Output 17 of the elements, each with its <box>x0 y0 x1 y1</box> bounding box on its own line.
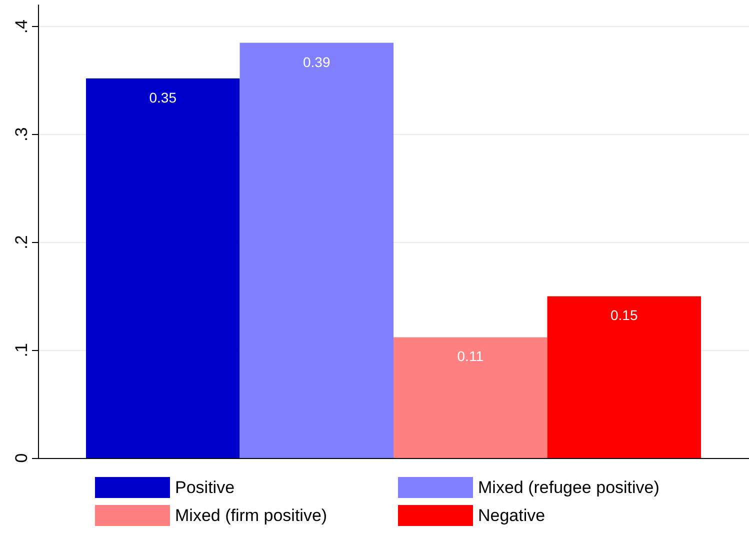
bar <box>240 42 394 458</box>
legend-label: Negative <box>478 506 546 525</box>
data-label: 0.11 <box>457 348 484 364</box>
y-tick-label: .2 <box>12 235 31 250</box>
legend-label: Mixed (firm positive) <box>175 506 328 525</box>
legend-label: Mixed (refugee positive) <box>478 478 660 497</box>
data-label: 0.35 <box>149 89 177 106</box>
data-label: 0.15 <box>610 307 638 324</box>
y-tick-label: .1 <box>12 343 31 358</box>
y-tick-label: .3 <box>12 127 31 142</box>
bar <box>394 337 548 458</box>
data-label: 0.39 <box>303 54 330 70</box>
y-tick-label: .4 <box>12 19 31 34</box>
bar <box>547 296 702 458</box>
legend-label: Positive <box>175 478 235 497</box>
bar <box>86 78 240 458</box>
y-tick-label: 0 <box>12 453 31 463</box>
